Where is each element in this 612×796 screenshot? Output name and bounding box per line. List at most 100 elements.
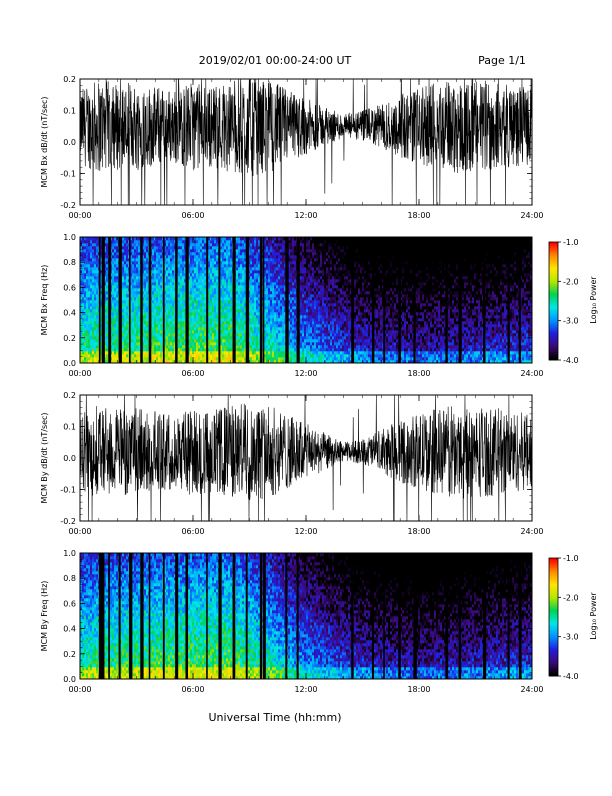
spectrogram-cell — [208, 336, 210, 339]
spectrogram-cell — [156, 303, 158, 306]
spectrogram-cell — [224, 246, 226, 249]
spectrogram-cell — [308, 339, 310, 342]
spectrogram-cell — [126, 342, 128, 345]
spectrogram-cell — [94, 300, 96, 303]
spectrogram-cell — [84, 345, 86, 348]
spectrogram-cell — [160, 249, 162, 252]
spectrogram-cell — [126, 303, 128, 306]
spectrogram-cell — [224, 303, 226, 306]
spectrogram-cell — [112, 336, 114, 339]
spectrogram-cell — [160, 315, 162, 318]
spectrogram-cell — [242, 345, 244, 348]
spectrogram-cell — [168, 321, 170, 324]
spectrogram-cell — [124, 357, 126, 360]
spectrogram-cell — [222, 273, 224, 276]
spectrogram-cell — [226, 357, 228, 360]
spectrogram-cell — [294, 249, 296, 252]
spectrogram-cell — [210, 330, 212, 333]
spectrogram-cell — [190, 264, 192, 267]
spectrogram-cell — [96, 312, 98, 315]
spectrogram-cell — [138, 249, 140, 252]
spectrogram-cell — [226, 267, 228, 270]
spectrogram-cell — [134, 309, 136, 312]
spectrogram-cell — [228, 264, 230, 267]
spectrogram-cell — [266, 336, 268, 339]
spectrogram-cell — [270, 264, 272, 267]
spectrogram-cell — [196, 336, 198, 339]
spectrogram-cell — [204, 270, 206, 273]
spectrogram-cell — [172, 249, 174, 252]
spectrogram-cell — [156, 267, 158, 270]
spectrogram-cell — [196, 351, 198, 354]
spectrogram-cell — [106, 333, 108, 336]
spectrogram-cell — [122, 342, 124, 345]
spectrogram-cell — [138, 291, 140, 294]
spectrogram-cell — [88, 321, 90, 324]
spectrogram-cell — [146, 291, 148, 294]
spectrogram-cell — [208, 327, 210, 330]
spectrogram-cell — [112, 312, 114, 315]
spectrogram-cell — [292, 243, 294, 246]
spectrogram-cell — [180, 255, 182, 258]
spectrogram-cell — [240, 306, 242, 309]
spectrogram-cell — [152, 288, 154, 291]
spectrogram-cell — [294, 279, 296, 282]
spectrogram-cell — [84, 339, 86, 342]
spectrogram-cell — [156, 309, 158, 312]
spectrogram-cell — [264, 342, 266, 345]
spectrogram-cell — [198, 306, 200, 309]
spectrogram-cell — [172, 351, 174, 354]
spectrogram-cell — [236, 252, 238, 255]
spectrogram-cell — [200, 348, 202, 351]
spectrogram-cell — [160, 306, 162, 309]
spectrogram-cell — [250, 303, 252, 306]
spectrogram-cell — [88, 324, 90, 327]
spectrogram-cell — [126, 264, 128, 267]
spectrogram-cell — [194, 288, 196, 291]
spectrogram-cell — [306, 270, 308, 273]
spectrogram-cell — [124, 252, 126, 255]
spectrogram-cell — [290, 279, 292, 282]
spectrogram-cell — [266, 264, 268, 267]
spectrogram-cell — [138, 348, 140, 351]
spectrogram-cell — [126, 240, 128, 243]
spectrogram-cell — [158, 288, 160, 291]
spectrogram-cells — [80, 237, 532, 363]
spectrogram-cell — [178, 333, 180, 336]
spectrogram-cell — [210, 240, 212, 243]
spectrogram-cell — [200, 258, 202, 261]
spectrogram-cell — [154, 348, 156, 351]
spectrogram-cell — [226, 282, 228, 285]
spectrogram-cell — [146, 249, 148, 252]
spectrogram-cell — [282, 288, 284, 291]
spectrogram-cell — [202, 327, 204, 330]
spectrogram-cell — [274, 348, 276, 351]
spectrogram-cell — [238, 255, 240, 258]
spectrogram-cell — [132, 246, 134, 249]
spectrogram-cell — [226, 300, 228, 303]
spectrogram-cell — [300, 294, 302, 297]
spectrogram-cell — [230, 318, 232, 321]
spectrogram-cell — [156, 255, 158, 258]
spectrogram-cell — [238, 309, 240, 312]
spectrogram-cell — [292, 240, 294, 243]
spectrogram-cell — [292, 294, 294, 297]
spectrogram-cell — [88, 351, 90, 354]
spectrogram-cell — [300, 279, 302, 282]
spectrogram-cell — [178, 327, 180, 330]
spectrogram-cell — [266, 339, 268, 342]
spectrogram-cell — [158, 306, 160, 309]
spectrogram-cell — [238, 267, 240, 270]
spectrogram-cell — [230, 279, 232, 282]
spectrogram-cell — [308, 288, 310, 291]
spectrogram-cell — [224, 294, 226, 297]
spectrogram-cell — [196, 279, 198, 282]
spectrogram-cell — [212, 321, 214, 324]
spectrogram-cell — [278, 258, 280, 261]
spectrogram-cell — [88, 297, 90, 300]
spectrogram-cell — [268, 330, 270, 333]
spectrogram-cell — [178, 267, 180, 270]
spectrogram-cell — [92, 306, 94, 309]
spectrogram-cell — [132, 315, 134, 318]
